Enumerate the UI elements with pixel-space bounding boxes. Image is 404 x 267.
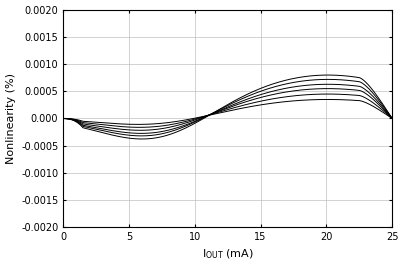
X-axis label: I$_{\mathrm{OUT}}$ (mA): I$_{\mathrm{OUT}}$ (mA) — [202, 248, 254, 261]
Y-axis label: Nonlinearity (%): Nonlinearity (%) — [6, 73, 16, 164]
